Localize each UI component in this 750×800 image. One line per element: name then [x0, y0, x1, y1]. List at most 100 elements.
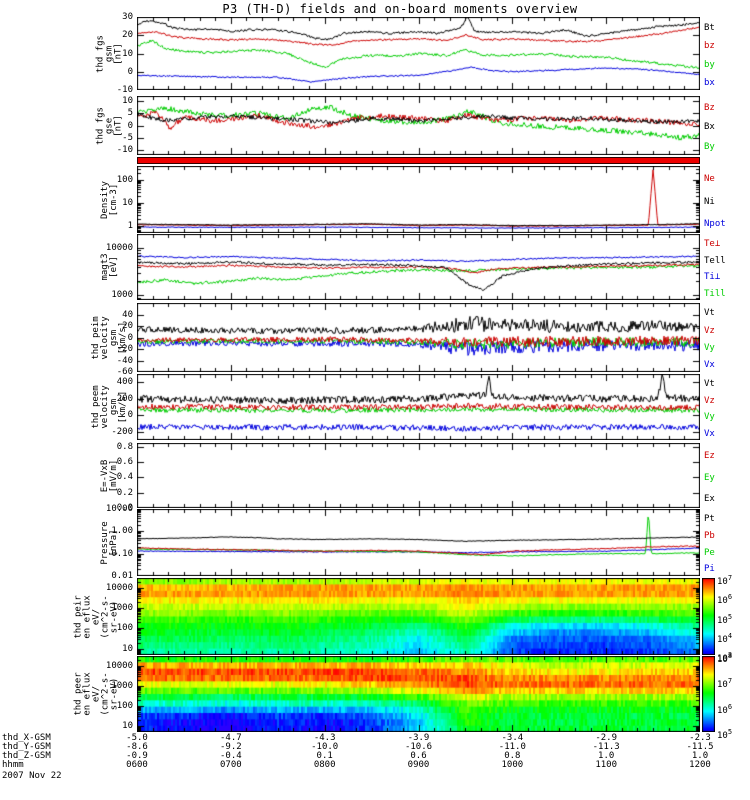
legend-vt: Vt: [704, 379, 715, 390]
y-tick-label: 5: [127, 108, 133, 119]
legend-te: Te⊥: [704, 239, 721, 250]
y-tick-label: 10000: [105, 660, 133, 671]
axis-value: -2.3: [689, 733, 711, 743]
y-tick-label: -10: [116, 145, 133, 156]
panel-magt3: 10000 1000 magt3 [eV] Te⊥ Tell Ti⊥ Till: [0, 234, 750, 300]
y-axis-title: Density [cm-3]: [100, 180, 119, 219]
legend-vz: Vz: [704, 395, 715, 406]
axis-row-thd-x-gsm: thd_X-GSM -5.0 -4.7 -4.3 -3.9 -3.4 -2.9 -2.3: [0, 734, 750, 743]
axis-value: 1.0: [691, 751, 709, 761]
y-tick-label: 10: [122, 48, 133, 59]
legend-ti: Ti⊥: [704, 272, 721, 283]
axis-row-hhmm: hhmm 0600 0700 0800 0900 1000 1100 1200: [0, 761, 750, 770]
y-tick-label: 0.8: [116, 441, 133, 452]
y-tick-label: 100: [116, 174, 133, 185]
axis-value: 1200: [689, 760, 711, 770]
peer-spec-colorbar: [702, 656, 715, 732]
axis-value: 0700: [219, 760, 242, 770]
panel-peim-velocity: 40 20 0 -20 -40 -60 thd peim velocity gsm [km/s] V…: [0, 303, 750, 377]
legend-by: By: [704, 142, 715, 153]
panel-peir-spec: 10000 1000 100 10 thd peir en eflux eV/(cm^2-s…: [0, 574, 750, 664]
y-tick-label: 0: [127, 410, 133, 421]
y-tick-label: 100: [116, 700, 133, 711]
y-axis-title: thd fgs gse [nT]: [95, 106, 124, 145]
panels-container: 30 20 10 0 -10 thd fgs gsm [nT] Bt bz by bx 10 5 0 -5 -1…: [0, 12, 750, 741]
y-tick-label: 10: [122, 720, 133, 731]
y-tick-label: 0.01: [111, 571, 133, 581]
legend-tell: Tell: [704, 255, 726, 266]
legend-by: by: [704, 59, 715, 70]
legend-bx: Bx: [704, 122, 715, 133]
fgs-gse-plot-canvas: [137, 96, 700, 155]
y-tick-label: -10: [116, 85, 133, 95]
y-axis-title: E=-VxB [mV/m]: [100, 459, 119, 492]
y-tick-label: 10.00: [105, 504, 133, 514]
y-tick-label: 100: [116, 623, 133, 634]
legend-ey: Ey: [704, 472, 715, 483]
axis-value: 1100: [595, 760, 617, 770]
y-tick-label: 10: [122, 95, 133, 106]
y-tick-label: 30: [122, 12, 133, 22]
axis-value: 1.0: [598, 751, 615, 761]
y-tick-label: 0: [127, 66, 133, 77]
legend-till: Till: [704, 288, 726, 299]
axis-value: -5.0: [126, 733, 148, 743]
axis-value: -3.4: [501, 733, 524, 743]
axis-row-label: hhmm: [2, 760, 24, 770]
axis-value: 0.6: [410, 751, 427, 761]
y-tick-label: -40: [116, 355, 133, 366]
y-tick-label: 1: [127, 221, 133, 232]
legend-vx: Vx: [704, 360, 715, 371]
axis-value: -11.3: [592, 742, 620, 752]
legend-npot: Npot: [704, 218, 726, 229]
legend-pb: Pb: [704, 530, 715, 541]
peim-velocity-plot-canvas: [137, 303, 700, 372]
legend-vy: Vy: [704, 412, 715, 423]
panel-density: 100 10 1 Density [cm-3] Ne Ni Npot: [0, 166, 750, 233]
axis-row-label: thd_Y-GSM: [2, 742, 51, 752]
legend-pe: Pe: [704, 547, 715, 558]
y-tick-label: -20: [116, 344, 133, 354]
y-tick-label: 200: [116, 393, 133, 404]
y-tick-label: 20: [122, 321, 133, 331]
legend-ex: Ex: [704, 494, 715, 505]
panel-efield: 0.8 0.6 0.4 0.2 0.0 E=-VxB [mV/m] Ez Ey Ex: [0, 441, 750, 513]
colorbar-tick-label: 103: [717, 651, 733, 664]
legend-vz: Vz: [704, 325, 715, 336]
legend-ne: Ne: [704, 174, 715, 185]
y-tick-label: 0: [127, 120, 133, 131]
axis-row-label: thd_X-GSM: [2, 733, 51, 743]
efield-plot-canvas: [137, 443, 700, 508]
axis-value: 1000: [501, 760, 524, 770]
panel-peem-velocity: 400 200 0 -200 thd peem velocity gsm [km/s] Vt Vz…: [0, 374, 750, 440]
y-tick-label: 1000: [111, 290, 133, 301]
colorbar-tick-label: 108: [717, 652, 733, 665]
axis-value: 0.8: [504, 751, 521, 761]
y-tick-label: 1000: [111, 603, 133, 614]
y-tick-label: 10: [122, 643, 133, 654]
axis-value: -10.6: [404, 742, 433, 752]
peem-velocity-plot-canvas: [137, 374, 700, 440]
data-quality-flag-bar: [137, 157, 700, 164]
y-tick-label: 40: [122, 309, 133, 320]
axis-value: -4.7: [219, 733, 242, 743]
y-axis-title: thd fgs gsm [nT]: [95, 34, 124, 73]
axis-value: 0900: [407, 760, 430, 770]
axis-value: -11.5: [686, 742, 714, 752]
y-axis-title: thd peem velocity gsm [km/s]: [91, 385, 128, 429]
date-label: 2007 Nov 22: [2, 771, 62, 781]
y-tick-label: 10000: [105, 582, 133, 593]
colorbar-tick-label: 107: [717, 677, 733, 691]
x-axis-ephemeris: thd_X-GSM -5.0 -4.7 -4.3 -3.9 -3.4 -2.9 -2.3 thd…: [0, 734, 750, 774]
colorbar-tick-label: 105: [717, 612, 733, 626]
panel-fgs-gsm: 30 20 10 0 -10 thd fgs gsm [nT] Bt bz by bx: [0, 12, 750, 95]
legend-ni: Ni: [704, 196, 715, 207]
colorbar-tick-label: 106: [717, 593, 733, 607]
axis-row-thd-y-gsm: thd_Y-GSM -8.6 -9.2 -10.0 -10.6 -11.0 -11.3 -11…: [0, 743, 750, 752]
legend-vt: Vt: [704, 308, 715, 319]
panel-fgs-gse: 10 5 0 -5 -10 thd fgs gse [nT] Bz Bx By: [0, 96, 750, 155]
y-tick-label: 0.0: [116, 503, 133, 513]
legend-bz: bz: [704, 41, 715, 52]
y-tick-label: 0: [127, 332, 133, 343]
